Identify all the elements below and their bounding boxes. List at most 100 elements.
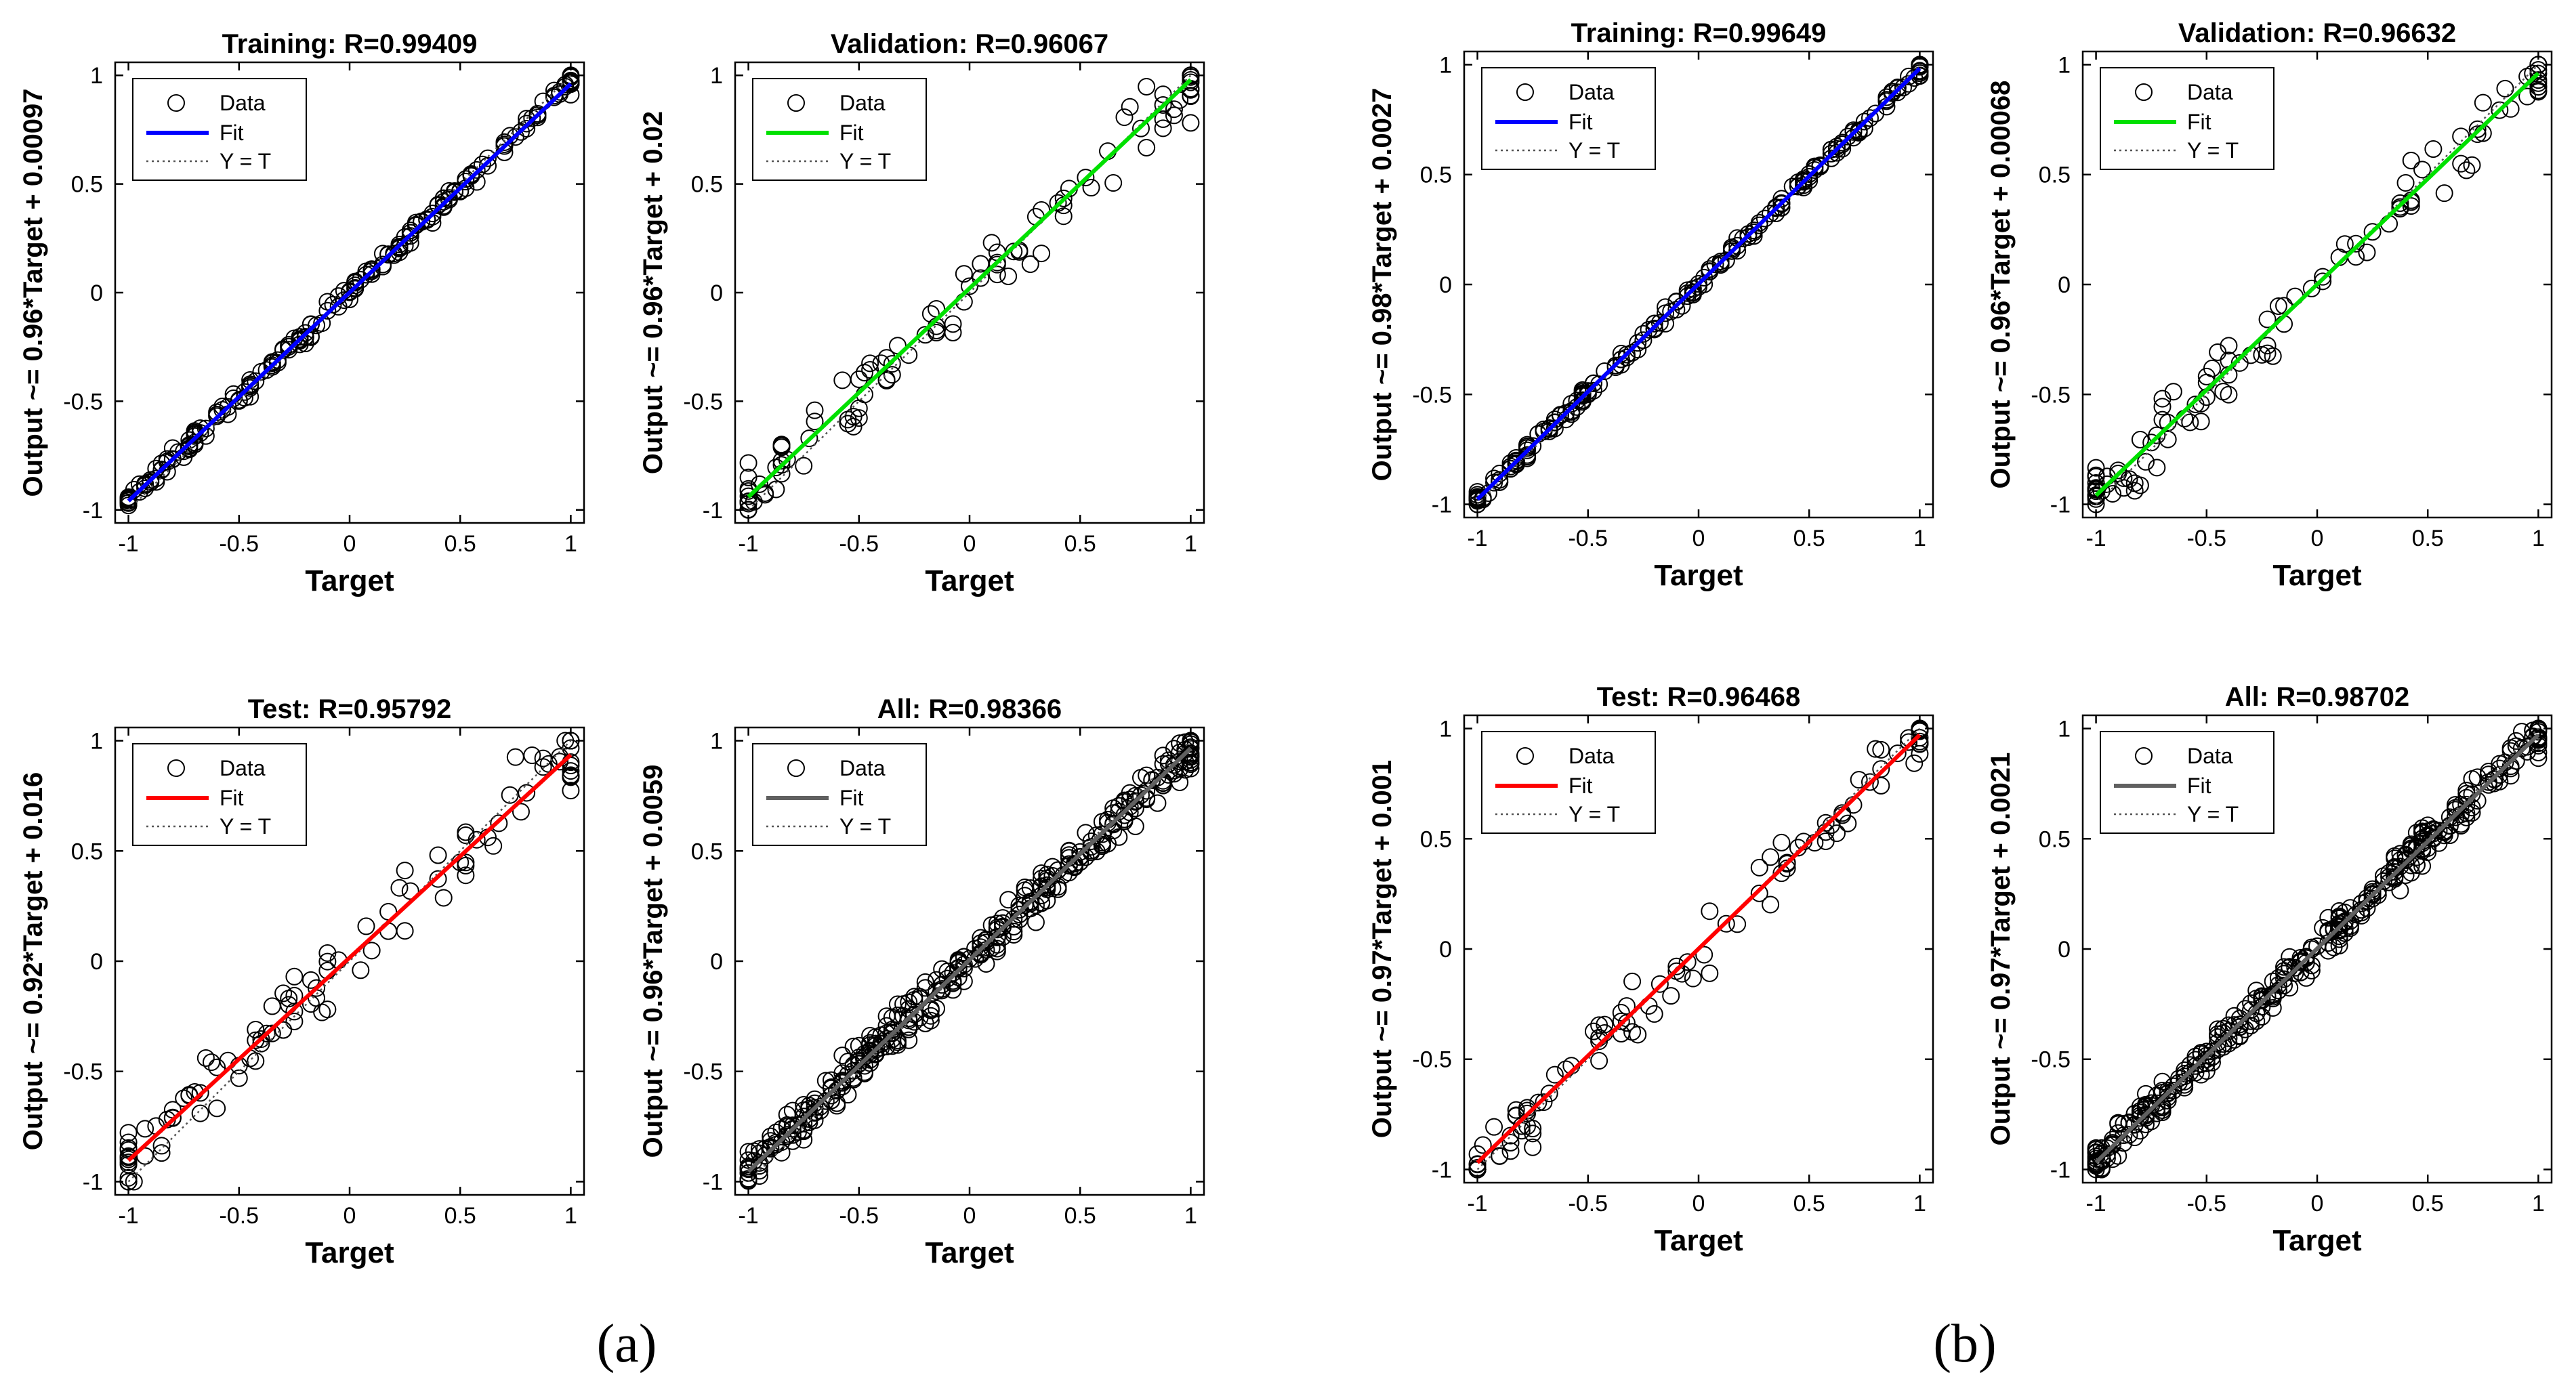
- data-point: [2314, 268, 2332, 286]
- data-point: [872, 1035, 890, 1053]
- data-point: [1678, 287, 1697, 305]
- data-point: [401, 227, 419, 245]
- data-point: [2247, 1012, 2266, 1030]
- data-point: [1828, 144, 1846, 162]
- y-tick-label: 0: [2058, 937, 2071, 963]
- x-tick-label: -0.5: [219, 531, 259, 557]
- data-point: [285, 967, 304, 986]
- x-axis-label: Target: [305, 564, 394, 597]
- legend: Data Fit Y = T: [752, 743, 927, 846]
- data-point: [1839, 127, 1857, 146]
- chart-title: All: R=0.98702: [2225, 682, 2409, 712]
- x-tick-label: -0.5: [839, 531, 879, 557]
- data-point: [523, 746, 541, 765]
- data-point: [152, 1137, 171, 1155]
- data-point: [1054, 189, 1073, 207]
- data-point: [2131, 431, 2149, 449]
- data-point: [2402, 151, 2420, 169]
- caption-b: (b): [1933, 1314, 1996, 1374]
- legend-yt-label: Y = T: [2187, 802, 2239, 826]
- fit-line: [127, 753, 573, 1162]
- data-point: [1010, 901, 1029, 919]
- legend-fit-label: Fit: [2187, 110, 2211, 134]
- data-point: [2247, 982, 2266, 1000]
- x-tick-label: 0.5: [444, 531, 476, 557]
- x-tick-label: 1: [564, 1203, 577, 1229]
- y-tick-label: -0.5: [683, 389, 723, 415]
- data-point: [1518, 1117, 1537, 1135]
- data-point: [2109, 465, 2127, 483]
- panel-a-2: Validation: R=0.96067 -1 -1 -0.5 -0.5 0 0 0.5 0.…: [638, 29, 1205, 597]
- data-point: [1789, 839, 1807, 857]
- data-point: [551, 753, 569, 771]
- data-point: [2474, 93, 2492, 112]
- data-point: [1176, 733, 1194, 751]
- chart-title: Training: R=0.99649: [1571, 18, 1827, 48]
- y-equals-t-line: [747, 740, 1192, 1183]
- data-point: [418, 211, 436, 229]
- data-point: [556, 77, 575, 96]
- data-point: [208, 1099, 226, 1118]
- data-point: [772, 438, 791, 457]
- data-point: [772, 456, 791, 474]
- data-point: [2330, 915, 2348, 933]
- data-point: [1861, 773, 1879, 791]
- data-point: [861, 361, 879, 379]
- fit-line: [2094, 72, 2540, 497]
- data-point: [949, 958, 968, 977]
- data-point: [175, 1089, 193, 1108]
- data-point: [501, 786, 519, 804]
- data-point: [1596, 362, 1614, 381]
- data-point: [877, 371, 896, 389]
- data-point: [1888, 79, 1907, 97]
- data-point: [2269, 297, 2287, 315]
- data-point: [296, 324, 314, 342]
- legend-box: [132, 78, 307, 181]
- x-axis-label: Target: [925, 1236, 1014, 1269]
- data-point: [1872, 740, 1890, 759]
- data-point: [1684, 969, 1702, 988]
- data-point: [2192, 413, 2210, 431]
- data-point: [1772, 195, 1791, 213]
- data-point: [999, 891, 1018, 909]
- data-point: [867, 1040, 885, 1059]
- x-tick-label: 0.5: [444, 1203, 476, 1229]
- data-point: [119, 1124, 138, 1142]
- data-point: [2109, 1115, 2127, 1133]
- data-point: [2485, 770, 2504, 788]
- x-tick-label: -1: [2085, 1191, 2106, 1217]
- x-tick-label: 0.5: [2412, 526, 2444, 551]
- legend-box: [132, 743, 307, 846]
- data-point: [2258, 310, 2277, 329]
- data-point: [2197, 367, 2216, 385]
- data-point: [468, 161, 486, 179]
- data-point: [2335, 924, 2354, 942]
- data-point: [490, 814, 508, 832]
- data-point: [1491, 465, 1509, 483]
- data-point: [1584, 1022, 1602, 1040]
- data-points: [739, 66, 1200, 519]
- data-point: [119, 1153, 138, 1171]
- data-point: [2452, 815, 2470, 833]
- y-tick-label: -1: [1432, 1157, 1452, 1183]
- data-point: [2396, 173, 2415, 192]
- legend: Data Fit Y = T: [132, 78, 307, 181]
- data-point: [257, 1024, 276, 1042]
- data-point: [1911, 56, 1929, 74]
- legend-fit-label: Fit: [2187, 774, 2211, 798]
- data-point: [1772, 864, 1791, 883]
- data-point: [479, 156, 497, 175]
- data-point: [828, 1081, 846, 1099]
- data-point: [1772, 833, 1791, 851]
- data-point: [2297, 949, 2315, 967]
- y-tick-label: -1: [703, 1169, 723, 1195]
- data-point: [1540, 419, 1558, 438]
- x-tick-label: 0: [2311, 526, 2324, 551]
- data-point: [2125, 482, 2144, 500]
- data-point: [2104, 1135, 2122, 1154]
- x-tick-label: -0.5: [2186, 1191, 2226, 1217]
- data-point: [1590, 1016, 1608, 1034]
- data-point: [905, 991, 923, 1009]
- data-point: [972, 938, 990, 956]
- legend-data-marker: [787, 759, 805, 777]
